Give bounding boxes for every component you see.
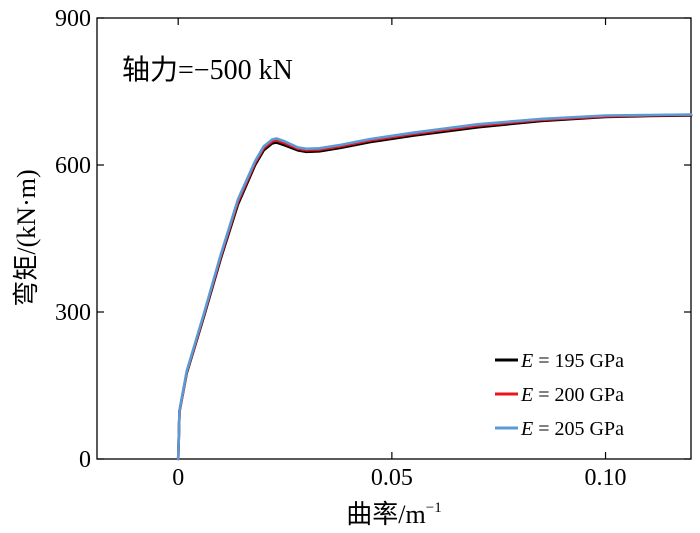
x-tick-label: 0.05: [371, 465, 413, 491]
series-line-e205: [176, 113, 693, 461]
y-tick-label: 300: [55, 300, 91, 326]
series-line-e195: [176, 114, 693, 461]
y-tick-label: 900: [55, 6, 91, 32]
legend-label-e195-symbol: E: [520, 350, 533, 372]
legend-label-e195: E = 195 GPa: [520, 350, 624, 372]
x-axis-title: 曲率/m−1: [346, 500, 441, 529]
x-axis-title-main: 曲率/m: [346, 500, 425, 529]
legend-label-e200-text: = 200 GPa: [533, 384, 624, 406]
legend-label-e200: E = 200 GPa: [520, 384, 624, 406]
legend-label-e205-text: = 205 GPa: [533, 418, 624, 440]
x-tick-label: 0.10: [585, 465, 627, 491]
annotation-text: 轴力=−500 kN: [122, 54, 293, 86]
legend-label-e205-symbol: E: [520, 418, 533, 440]
axis-ticks: 0 0.05 0.10 0 300 600 900: [55, 6, 691, 491]
y-tick-label: 600: [55, 153, 91, 179]
legend: E = 195 GPa E = 200 GPa E = 205 GPa: [495, 350, 624, 440]
y-axis-title: 弯矩/(kN·m): [12, 169, 41, 306]
x-axis-title-superscript: −1: [426, 500, 442, 516]
legend-label-e195-text: = 195 GPa: [533, 350, 624, 372]
x-tick-label: 0: [172, 465, 184, 491]
legend-label-e205: E = 205 GPa: [520, 418, 624, 440]
y-tick-label: 0: [79, 447, 91, 473]
legend-label-e200-symbol: E: [520, 384, 533, 406]
series-layer: [176, 113, 693, 461]
plot-frame: [96, 17, 692, 460]
